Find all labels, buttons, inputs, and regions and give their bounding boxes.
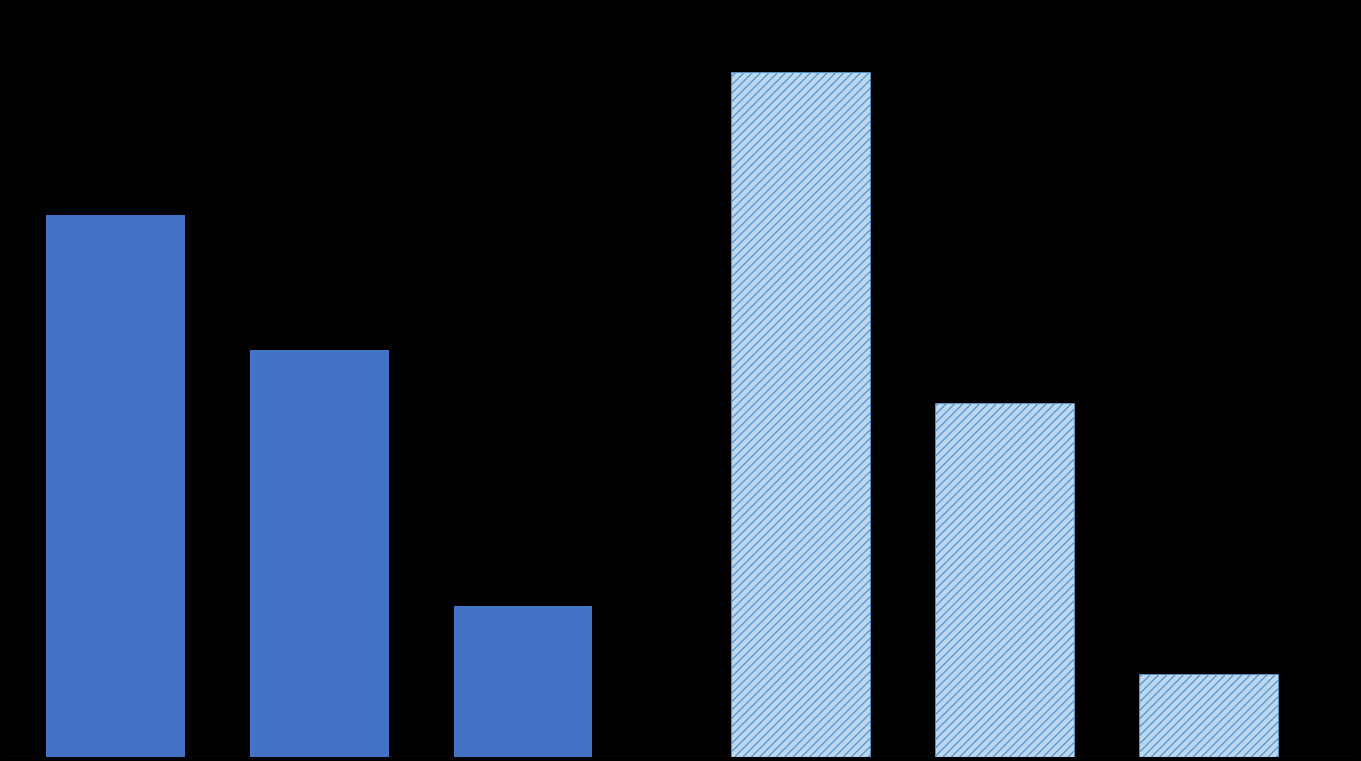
Bar (249, 350, 389, 757)
Bar (453, 607, 592, 757)
Bar (1139, 674, 1278, 757)
Bar (935, 403, 1074, 757)
Bar (46, 215, 185, 757)
Bar (731, 72, 871, 757)
